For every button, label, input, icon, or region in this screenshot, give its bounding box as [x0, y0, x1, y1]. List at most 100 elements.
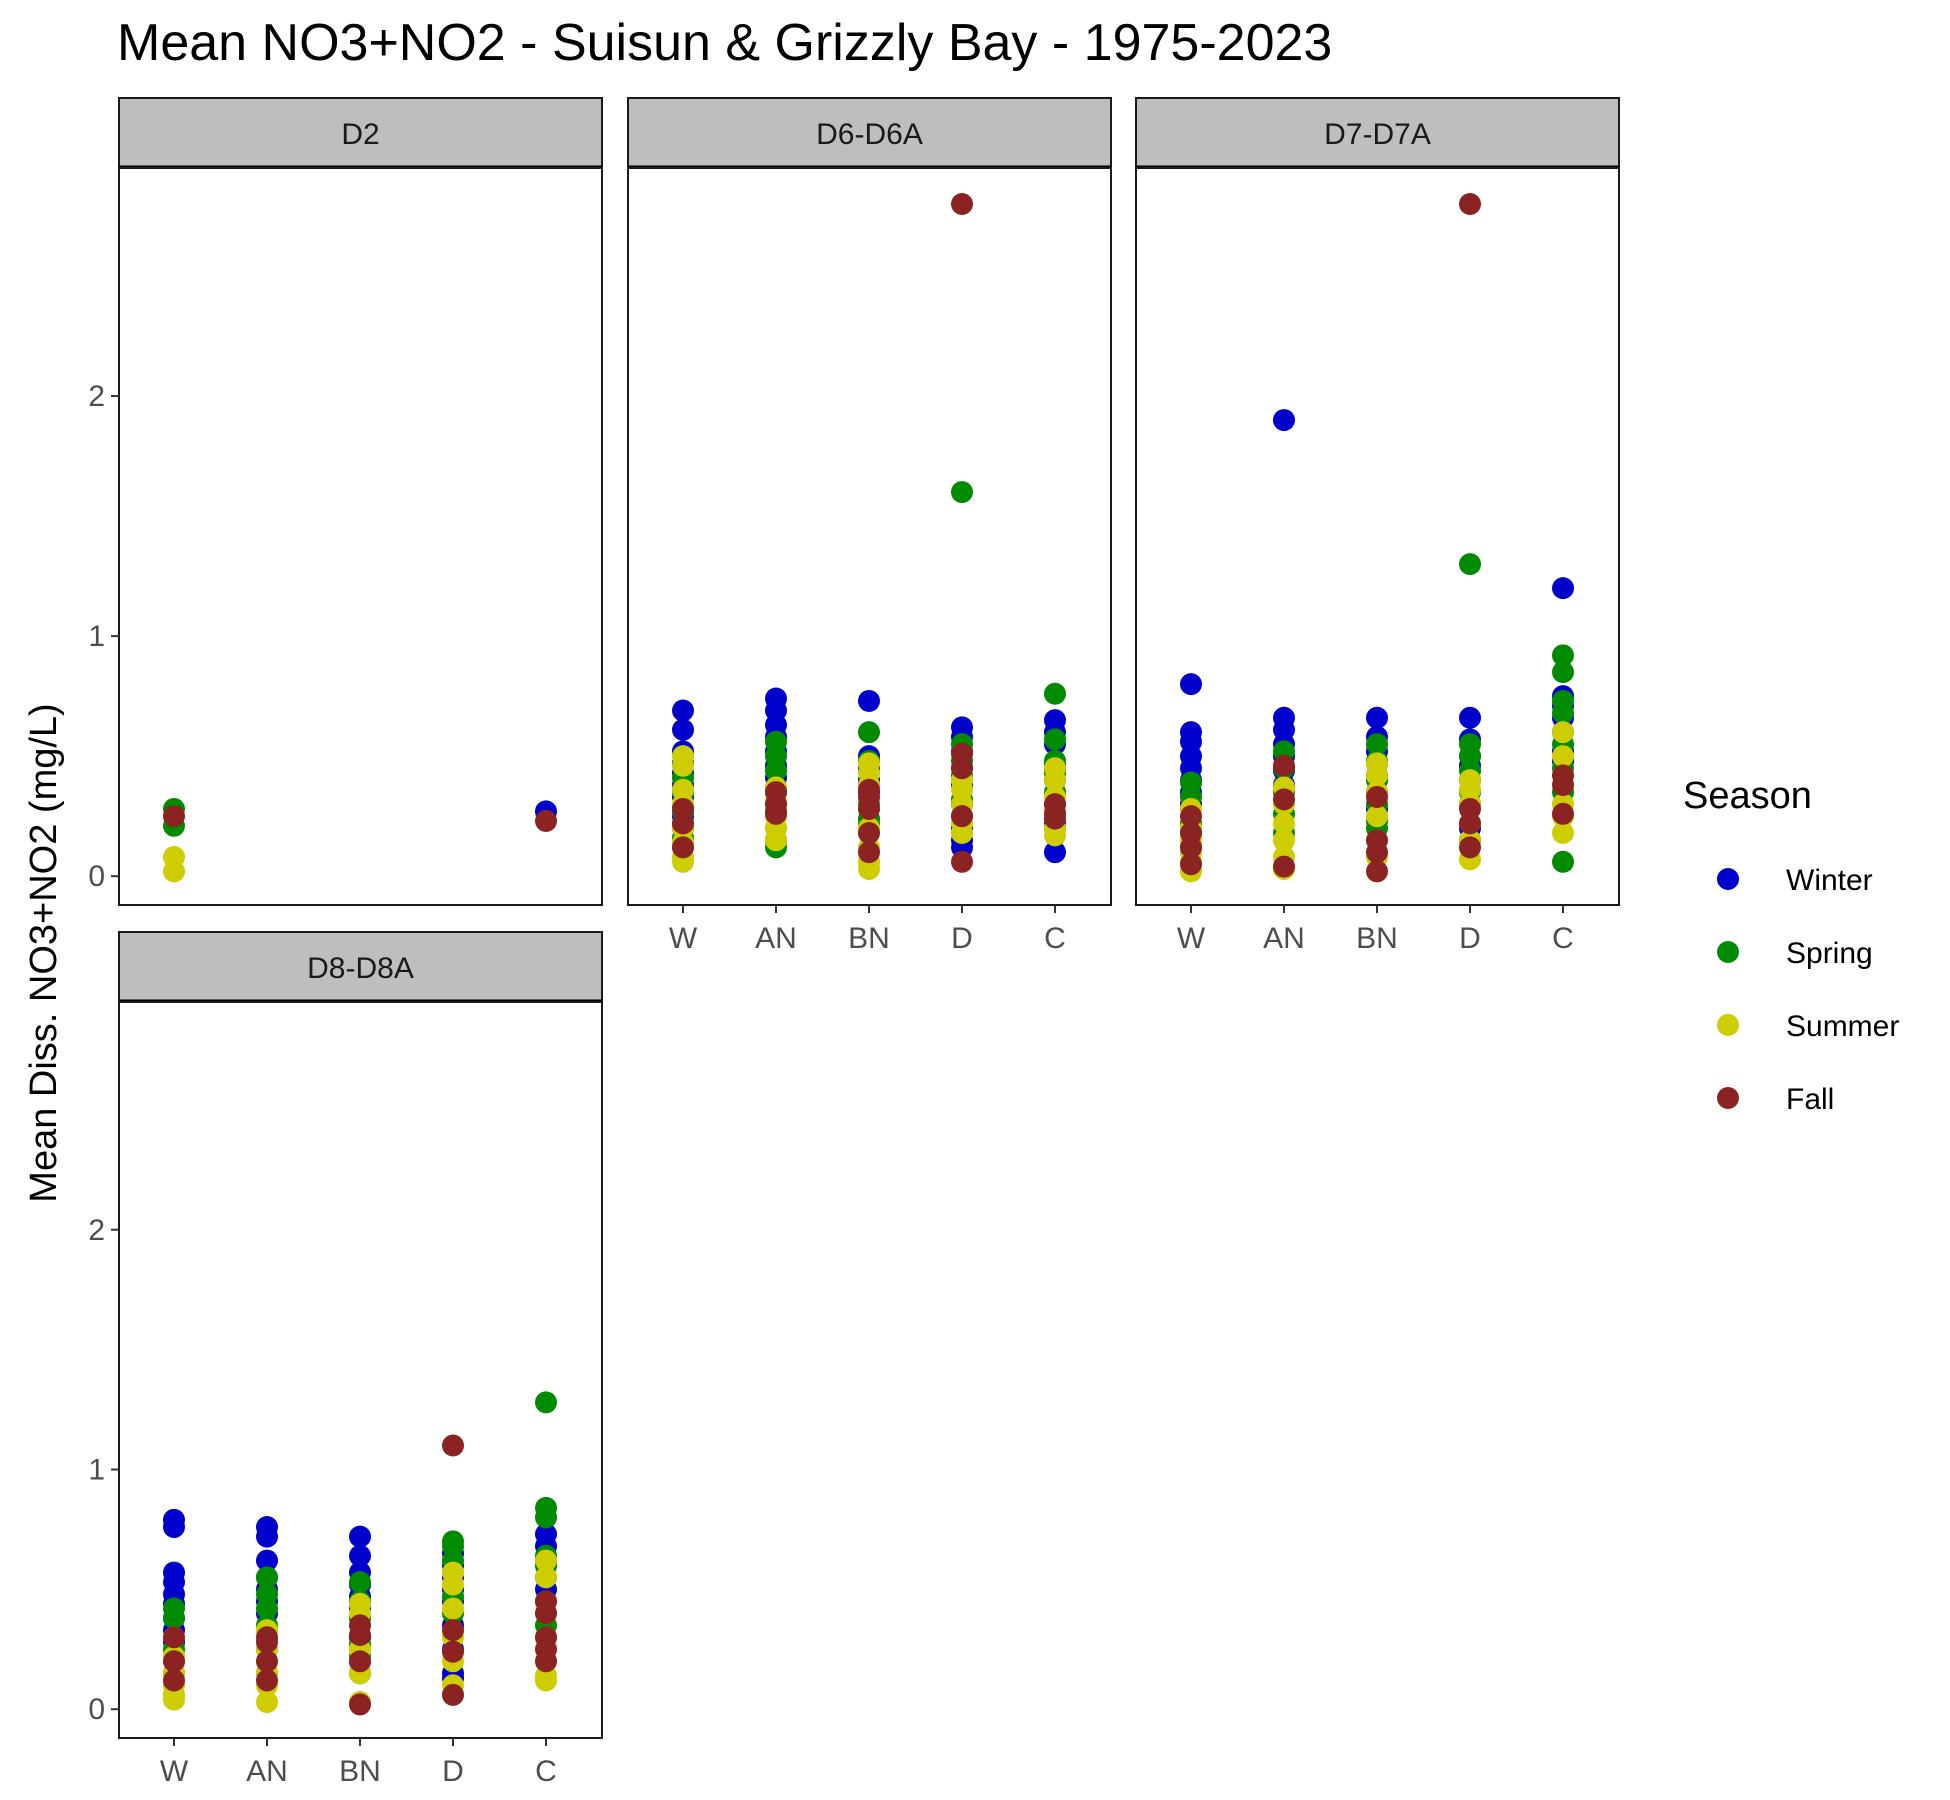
data-point-fall — [1273, 788, 1295, 811]
series-summer — [163, 845, 185, 883]
x-tick-label: AN — [755, 922, 797, 955]
legend-label: Fall — [1786, 1083, 1834, 1116]
data-point-fall — [858, 821, 880, 844]
data-point-summer — [1366, 764, 1388, 787]
legend-key-spring — [1717, 941, 1739, 963]
legend-key-fall — [1717, 1087, 1739, 1109]
y-tick-label: 0 — [88, 860, 105, 893]
data-point-fall — [672, 836, 694, 859]
data-point-summer — [535, 1549, 557, 1572]
data-point-spring — [349, 1571, 371, 1594]
data-point-fall — [672, 812, 694, 835]
legend-item-summer: Summer — [1717, 1010, 1899, 1043]
data-point-spring — [951, 481, 973, 504]
data-point-fall — [349, 1623, 371, 1646]
data-point-summer — [1552, 721, 1574, 744]
data-point-fall — [349, 1650, 371, 1673]
facet-panel-d7-d7a: D7-D7A W AN BN D C — [1135, 97, 1620, 955]
x-tick-label: W — [1177, 922, 1206, 955]
data-point-spring — [163, 1607, 185, 1630]
legend: Season Winter Spring Summer Fall — [1683, 775, 1899, 1116]
facet-strip-label: D6-D6A — [816, 118, 923, 151]
data-point-winter — [256, 1525, 278, 1548]
facet-strip — [118, 931, 603, 1003]
data-point-winter — [858, 689, 880, 712]
data-point-fall — [951, 805, 973, 828]
data-point-fall — [1180, 836, 1202, 859]
data-point-fall — [1366, 841, 1388, 864]
x-tick-label: BN — [339, 1755, 381, 1788]
data-point-fall — [349, 1693, 371, 1716]
data-point-spring — [1044, 682, 1066, 705]
data-point-fall — [1044, 807, 1066, 830]
x-tick-label: AN — [246, 1755, 288, 1788]
facet-strip-label: D2 — [341, 118, 379, 151]
data-point-spring — [535, 1506, 557, 1529]
data-point-summer — [672, 754, 694, 777]
data-point-fall — [163, 1669, 185, 1692]
data-point-fall — [256, 1631, 278, 1654]
data-point-fall — [442, 1619, 464, 1642]
data-point-fall — [442, 1434, 464, 1457]
legend-item-winter: Winter — [1717, 864, 1873, 897]
x-tick-label: D — [442, 1755, 464, 1788]
data-point-winter — [1366, 706, 1388, 729]
x-tick-label: D — [1459, 922, 1481, 955]
facet-strip — [1135, 97, 1620, 169]
data-point-summer — [858, 857, 880, 880]
legend-key-winter — [1717, 868, 1739, 890]
data-point-summer — [1366, 805, 1388, 828]
y-tick-label: 2 — [88, 380, 105, 413]
data-point-fall — [1552, 773, 1574, 796]
x-tick-label: W — [160, 1755, 189, 1788]
data-point-fall — [535, 809, 557, 832]
data-point-fall — [535, 1602, 557, 1625]
data-point-fall — [1366, 860, 1388, 883]
data-point-fall — [1180, 805, 1202, 828]
facet-strip-label: D7-D7A — [1324, 118, 1431, 151]
data-point-winter — [163, 1516, 185, 1539]
data-point-winter — [1180, 673, 1202, 696]
legend-label: Summer — [1786, 1010, 1899, 1043]
data-point-winter — [1459, 706, 1481, 729]
x-tick-label: C — [1044, 922, 1066, 955]
y-axis-label: Mean Diss. NO3+NO2 (mg/L) — [23, 703, 65, 1202]
legend-label: Spring — [1786, 937, 1873, 970]
data-point-summer — [442, 1573, 464, 1596]
facet-strip — [627, 97, 1112, 169]
y-tick-label: 1 — [88, 620, 105, 653]
data-point-winter — [1044, 841, 1066, 864]
data-point-fall — [1552, 802, 1574, 825]
data-point-spring — [256, 1597, 278, 1620]
x-tick-label: C — [535, 1755, 557, 1788]
data-point-spring — [1552, 850, 1574, 873]
data-point-summer — [535, 1669, 557, 1692]
data-point-spring — [765, 759, 787, 782]
data-point-fall — [1180, 853, 1202, 876]
x-tick-label: BN — [848, 922, 890, 955]
data-point-fall — [1273, 855, 1295, 878]
x-tick-label: AN — [1263, 922, 1305, 955]
data-point-spring — [1366, 733, 1388, 756]
data-point-spring — [858, 721, 880, 744]
data-point-spring — [535, 1391, 557, 1414]
data-point-summer — [1044, 824, 1066, 847]
data-point-winter — [349, 1544, 371, 1567]
data-point-fall — [858, 841, 880, 864]
data-point-fall — [256, 1650, 278, 1673]
x-tick-label: C — [1552, 922, 1574, 955]
facet-strip-label: D8-D8A — [307, 952, 414, 985]
data-point-fall — [951, 850, 973, 873]
data-point-summer — [1552, 821, 1574, 844]
data-point-winter — [1273, 409, 1295, 432]
data-point-spring — [1552, 644, 1574, 667]
data-point-fall — [256, 1669, 278, 1692]
series-fall — [163, 805, 557, 832]
series-fall — [163, 1434, 557, 1716]
legend-item-spring: Spring — [1717, 937, 1873, 970]
data-point-summer — [163, 1688, 185, 1711]
data-point-summer — [163, 860, 185, 883]
data-point-spring — [1044, 728, 1066, 751]
data-point-fall — [1459, 812, 1481, 835]
